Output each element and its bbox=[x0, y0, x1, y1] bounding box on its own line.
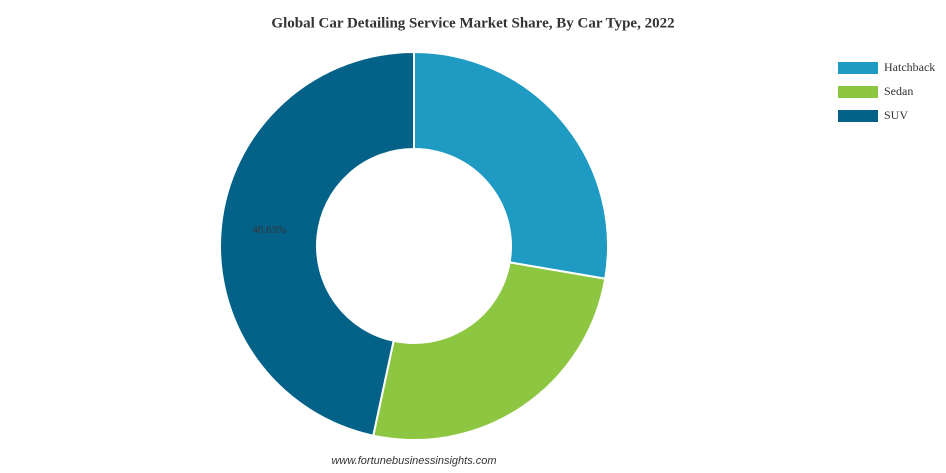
chart-title: Global Car Detailing Service Market Shar… bbox=[271, 15, 674, 31]
data-label: 46.63% bbox=[252, 224, 286, 236]
donut-slice bbox=[413, 50, 609, 280]
source: www.fortunebusinessinsights.com bbox=[331, 455, 496, 467]
legend-swatch bbox=[838, 62, 878, 74]
donut-slice bbox=[372, 261, 607, 441]
legend-label: Hatchback bbox=[884, 60, 935, 74]
donut-slice bbox=[219, 50, 415, 437]
legend-swatch bbox=[838, 86, 878, 98]
legend-swatch bbox=[838, 110, 878, 122]
legend-label: SUV bbox=[884, 108, 908, 122]
legend-label: Sedan bbox=[884, 84, 913, 98]
